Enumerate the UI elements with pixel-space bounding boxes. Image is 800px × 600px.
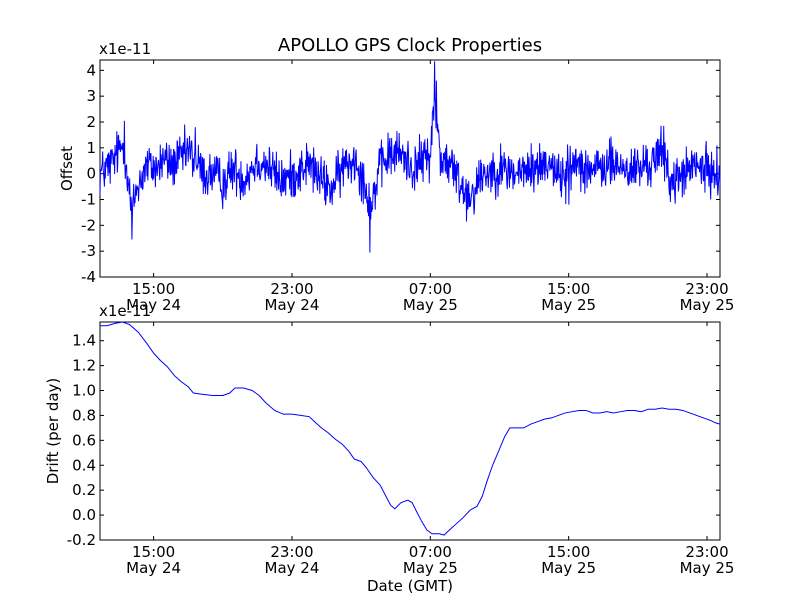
offset-xtick-time-2: 07:00 [409,280,452,298]
drift-ytick-label-2: 1.0 [72,382,96,400]
offset-ytick-label-2: 2 [86,113,96,131]
offset-ytick-label-7: -3 [81,242,96,260]
offset-xtick-time-0: 15:00 [132,280,175,298]
drift-ytick-label-8: -0.2 [67,531,96,549]
chart-title: APOLLO GPS Clock Properties [278,35,542,56]
offset-ytick-label-6: -2 [81,216,96,234]
offset-xtick-time-4: 23:00 [685,280,728,298]
offset-xtick-date-3: May 25 [541,296,596,314]
drift-series-line [100,321,721,536]
drift-xtick-time-4: 23:00 [685,543,728,561]
drift-ytick-label-7: 0.0 [72,506,96,524]
drift-xtick-date-4: May 25 [680,559,735,577]
drift-scale-label: x1e-11 [99,302,151,320]
drift-ytick-label-1: 1.2 [72,357,96,375]
offset-ytick-label-8: -4 [81,268,96,286]
offset-xtick-time-3: 15:00 [547,280,590,298]
drift-xtick-date-0: May 24 [126,559,181,577]
offset-xtick-date-0: May 24 [126,296,181,314]
offset-ytick-label-0: 4 [86,61,96,79]
offset-ytick-label-3: 1 [86,139,96,157]
offset-ytick-label-1: 3 [86,87,96,105]
drift-axes-frame [99,321,721,541]
x-axis-label: Date (GMT) [367,577,453,595]
drift-xtick-time-3: 15:00 [547,543,590,561]
offset-xtick-date-2: May 25 [403,296,458,314]
offset-scale-label: x1e-11 [99,40,151,58]
drift-xtick-date-1: May 24 [265,559,320,577]
offset-xtick-date-4: May 25 [680,296,735,314]
offset-xtick-date-1: May 24 [265,296,320,314]
offset-ytick-label-5: -1 [81,191,96,209]
drift-ytick-label-6: 0.2 [72,481,96,499]
offset-ytick-label-4: 0 [86,165,96,183]
drift-ytick-label-0: 1.4 [72,332,96,350]
drift-panel: x1e-11 Drift (per day) 1.4 1.2 1.0 0.8 0.6 0.… [44,302,734,577]
drift-xtick-time-1: 23:00 [270,543,313,561]
drift-xtick-date-2: May 25 [403,559,458,577]
drift-xtick-time-0: 15:00 [132,543,175,561]
drift-xtick-time-2: 07:00 [409,543,452,561]
offset-xtick-time-1: 23:00 [270,280,313,298]
offset-y-axis-label: Offset [58,146,76,191]
drift-ytick-label-5: 0.4 [72,456,96,474]
drift-ytick-label-4: 0.6 [72,431,96,449]
drift-xtick-date-3: May 25 [541,559,596,577]
offset-axes-frame [99,59,721,278]
offset-series-line [99,61,721,253]
drift-y-ticks: 1.4 1.2 1.0 0.8 0.6 0.4 0.2 0.0 -0.2 [67,332,720,549]
drift-ytick-label-3: 0.8 [72,406,96,424]
drift-y-axis-label: Drift (per day) [44,378,62,485]
